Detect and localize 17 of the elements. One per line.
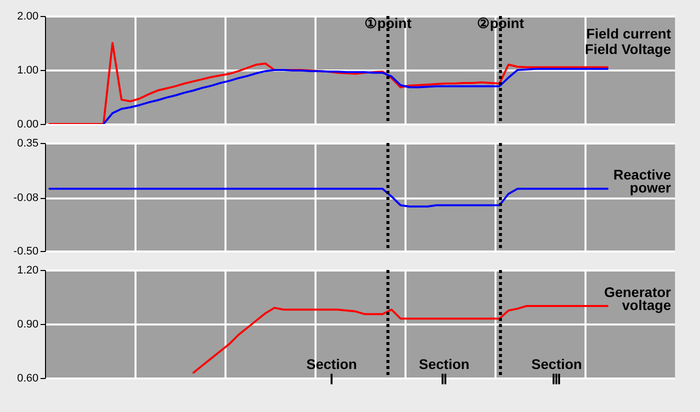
annotation: Section Ⅱ [418,356,470,387]
annotation: Section Ⅲ [531,356,582,387]
y-tick-label: -0.08 [13,192,38,204]
line-series [192,305,608,374]
line-series [48,188,608,208]
series-label: Generator voltage [604,284,672,313]
y-tick-label: 0.35 [17,138,38,150]
y-tick-label: 0.90 [17,318,38,330]
y-tick-label: 1.20 [17,264,38,276]
y-tick-label: 2.00 [17,10,38,22]
y-tick-label: 1.00 [17,64,38,76]
y-tick-label: -0.50 [13,246,38,258]
y-tick-label: 0.60 [17,372,38,384]
y-tick-label: 0.00 [17,118,38,130]
series-label: Reactive power [613,166,672,196]
line-series [102,68,608,124]
series-label: Field current [586,25,672,42]
